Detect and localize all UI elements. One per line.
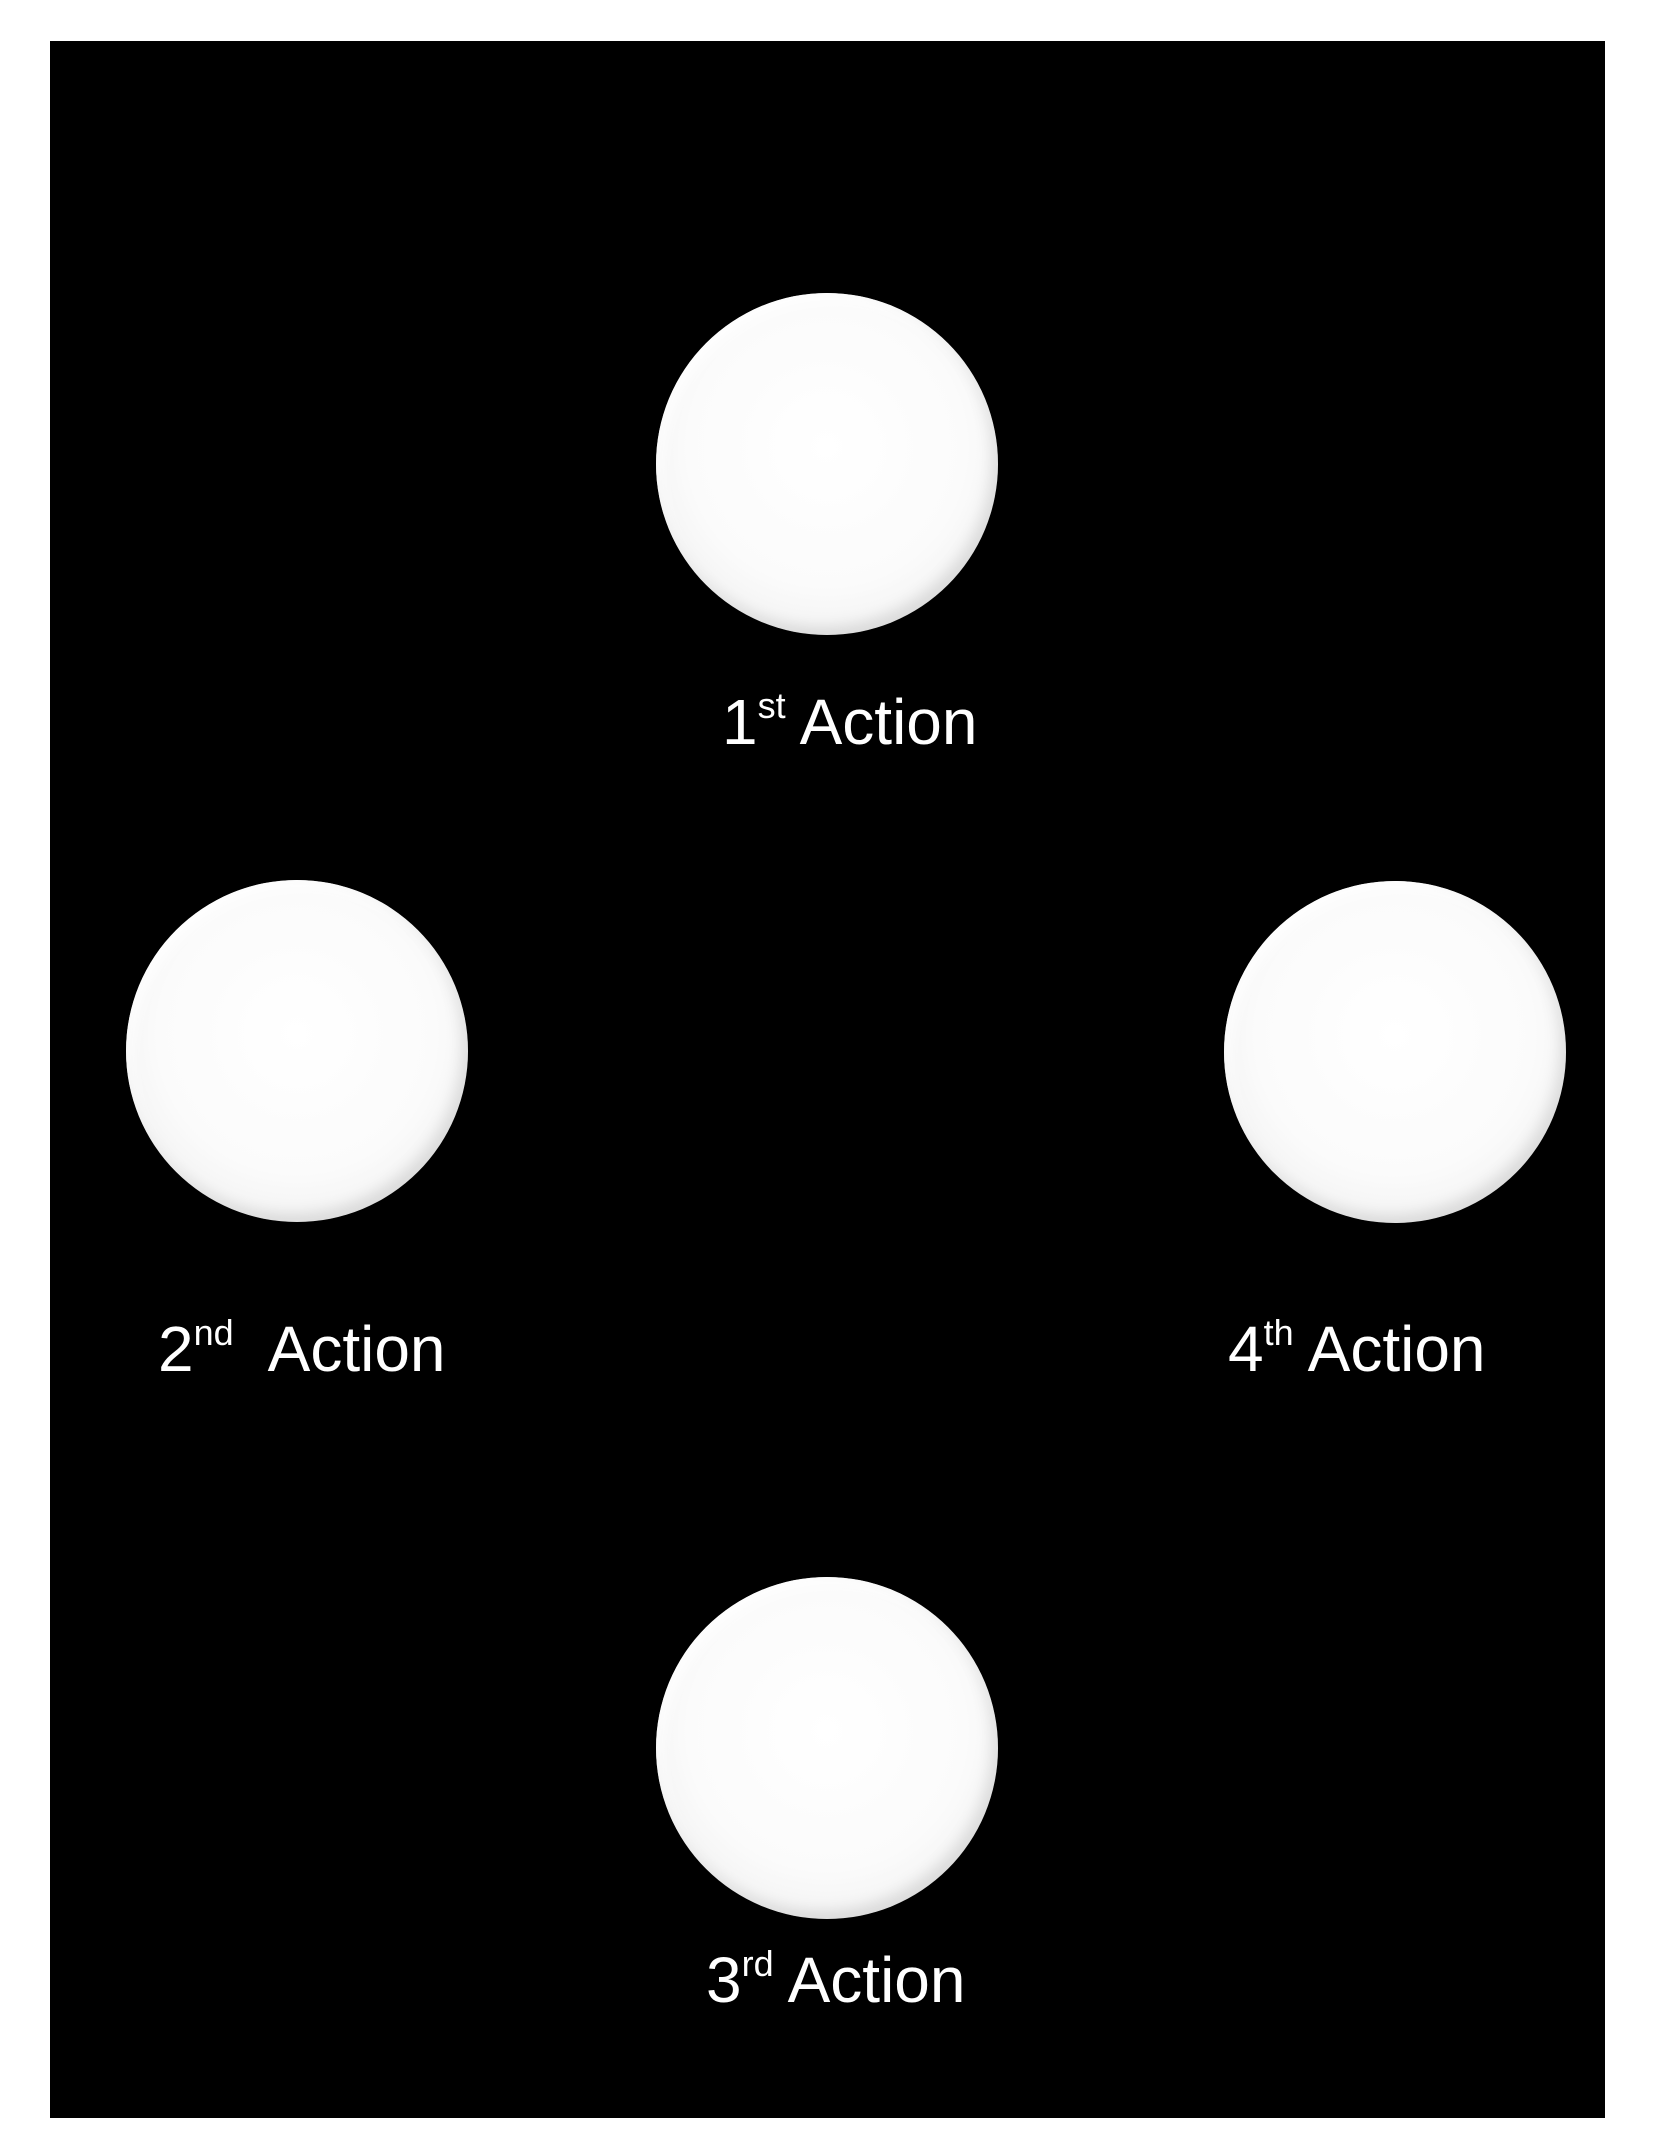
action-1-label: 1st Action <box>722 688 977 755</box>
action-3-button[interactable] <box>656 1577 998 1919</box>
action-3-number: 3 <box>706 1944 742 2016</box>
action-4-word: Action <box>1307 1313 1486 1385</box>
action-1-suffix: st <box>757 685 786 726</box>
action-1-number: 1 <box>722 686 758 758</box>
action-3-suffix: rd <box>741 1943 774 1984</box>
action-1-button[interactable] <box>656 293 998 635</box>
action-2-suffix: nd <box>193 1312 234 1353</box>
action-4-label: 4th Action <box>1228 1315 1486 1382</box>
action-1-word: Action <box>799 686 978 758</box>
action-2-number: 2 <box>158 1313 194 1385</box>
action-2-label: 2nd Action <box>158 1315 446 1382</box>
action-4-number: 4 <box>1228 1313 1264 1385</box>
action-4-suffix: th <box>1263 1312 1294 1353</box>
action-3-label: 3rd Action <box>706 1946 965 2013</box>
action-2-button[interactable] <box>126 880 468 1222</box>
action-4-button[interactable] <box>1224 881 1566 1223</box>
action-3-word: Action <box>787 1944 966 2016</box>
action-2-word: Action <box>267 1313 446 1385</box>
